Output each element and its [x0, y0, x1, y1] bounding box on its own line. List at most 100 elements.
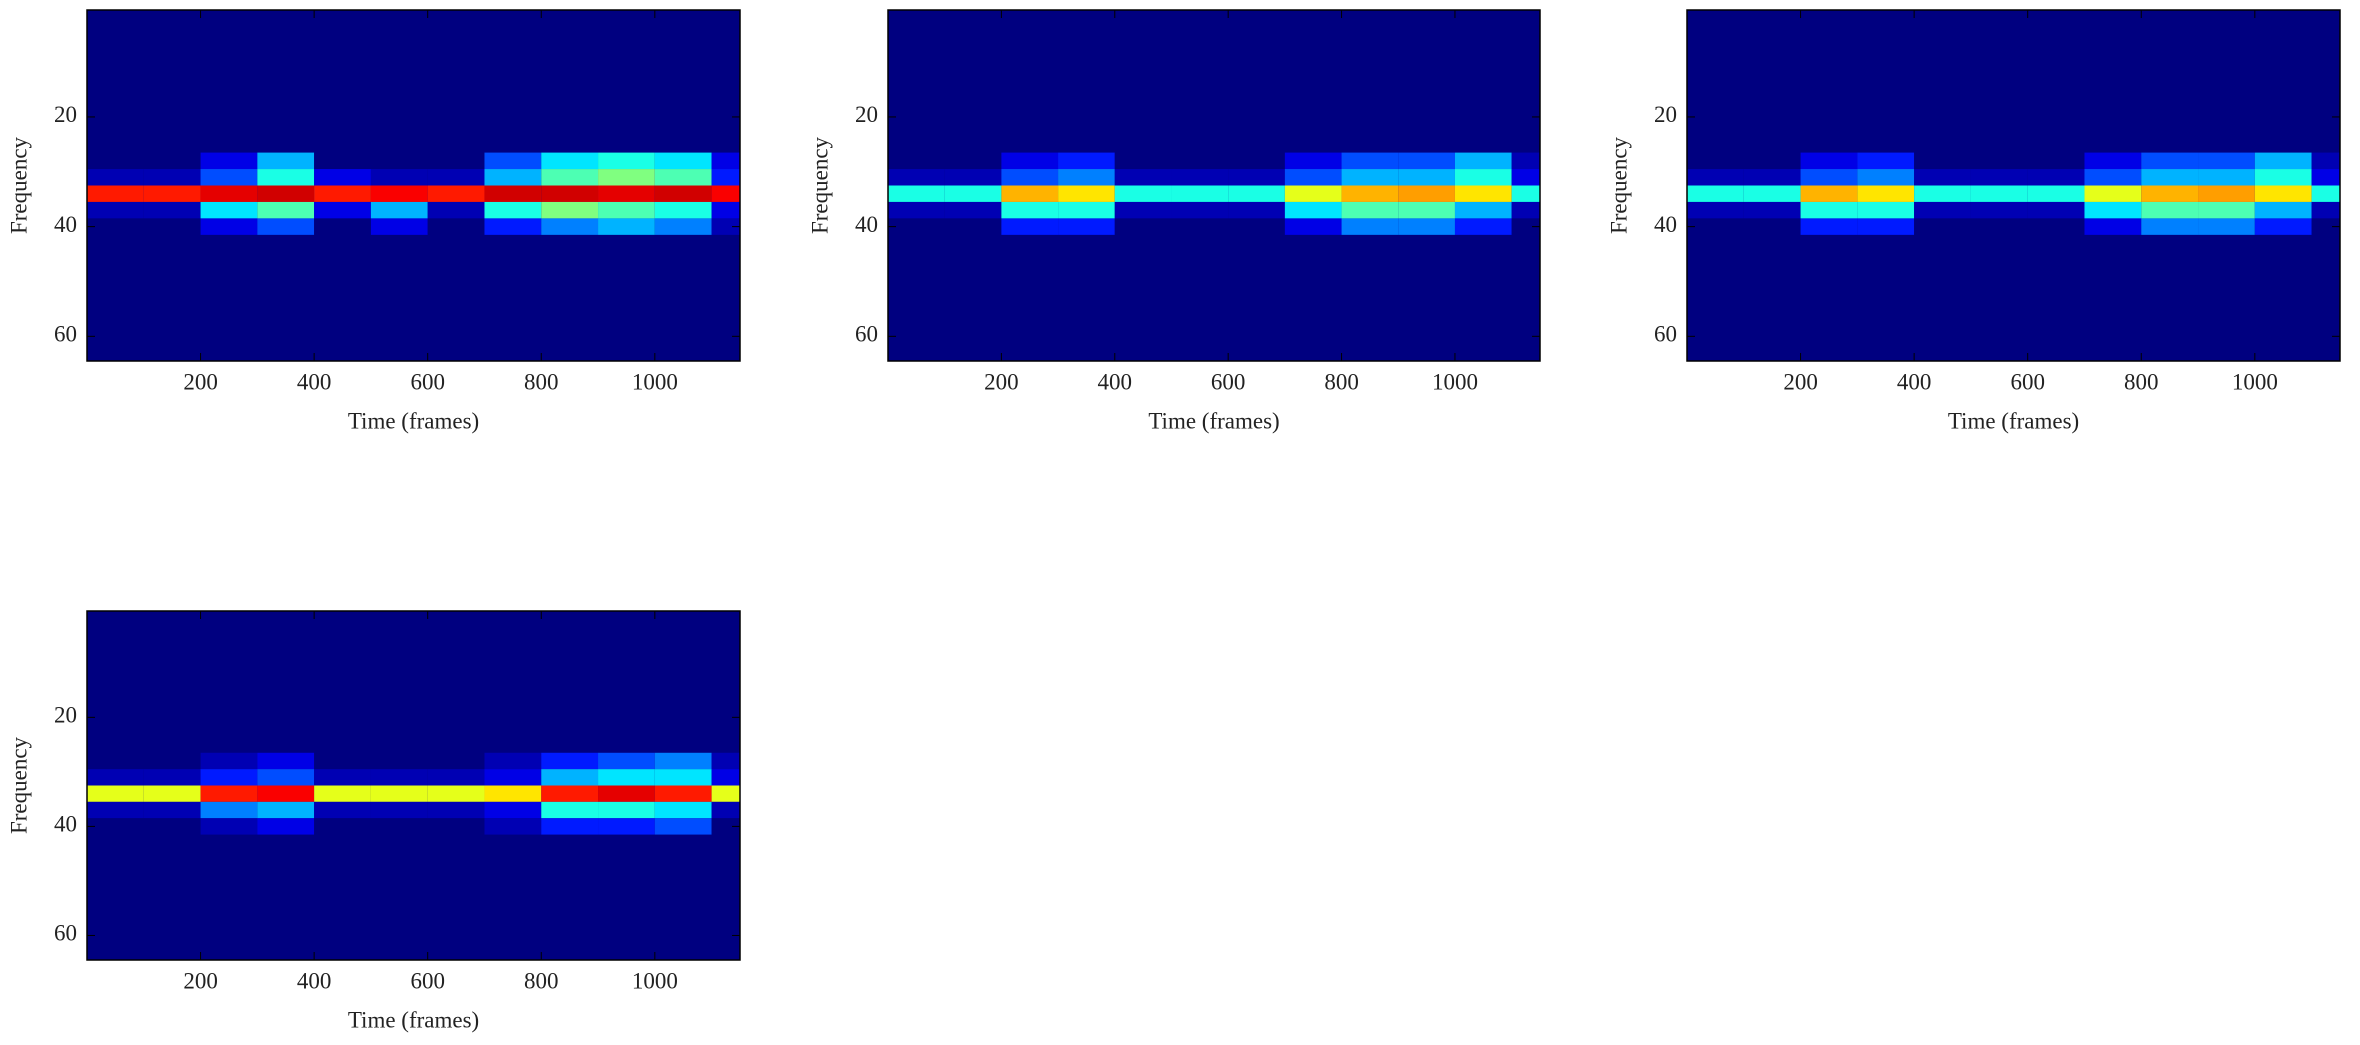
cell — [1058, 152, 1115, 170]
cell — [200, 785, 258, 802]
cell — [2027, 201, 2085, 219]
x-axis-title: Time (frames) — [348, 1007, 479, 1032]
cell — [541, 769, 599, 786]
cell — [888, 169, 945, 186]
x-tick-label: 1000 — [632, 369, 678, 394]
y-axis-title: Frequency — [807, 136, 832, 234]
cell — [1687, 152, 1744, 170]
cell — [711, 785, 740, 802]
cell — [2084, 218, 2142, 235]
cell — [1001, 185, 1059, 202]
cell — [888, 201, 945, 219]
cell — [598, 818, 655, 835]
cell — [87, 169, 144, 186]
cell — [654, 818, 712, 835]
cell — [87, 218, 144, 235]
cell — [598, 152, 655, 170]
x-tick-label: 600 — [410, 968, 445, 993]
cell — [2141, 201, 2199, 219]
cell — [2311, 185, 2340, 202]
cell — [484, 218, 542, 235]
cell — [1228, 169, 1285, 186]
cell — [87, 818, 144, 835]
cell — [711, 169, 740, 186]
x-axis-title: Time (frames) — [1148, 408, 1279, 433]
y-tick-label: 40 — [54, 812, 77, 837]
cell — [944, 218, 1002, 235]
cell — [314, 752, 371, 770]
x-tick-label: 600 — [1211, 369, 1246, 394]
cell — [370, 769, 428, 786]
cell — [2254, 218, 2312, 235]
panel: 200 400 600 800 1000 20 40 60 Time (frames) Frequ… — [6, 9, 741, 433]
cell — [654, 218, 712, 235]
cell — [257, 201, 315, 219]
cell — [711, 201, 740, 219]
x-tick-label: 1000 — [2232, 369, 2278, 394]
cell — [944, 152, 1002, 170]
cell — [484, 185, 542, 202]
cell — [314, 169, 371, 186]
cell — [1398, 169, 1455, 186]
x-tick-label: 800 — [524, 369, 559, 394]
cell — [1114, 185, 1172, 202]
cell — [427, 185, 485, 202]
cell — [598, 185, 655, 202]
cell — [87, 752, 144, 770]
cell — [484, 752, 542, 770]
cell — [484, 152, 542, 170]
cell — [370, 169, 428, 186]
cell — [944, 185, 1002, 202]
cell — [1687, 185, 1744, 202]
cell — [143, 201, 201, 219]
y-axis-title: Frequency — [1606, 136, 1631, 234]
cell — [1341, 185, 1399, 202]
cell — [1454, 185, 1512, 202]
cell — [2084, 169, 2142, 186]
cell — [654, 201, 712, 219]
cell — [2141, 152, 2199, 170]
x-tick-label: 400 — [297, 968, 332, 993]
cell — [541, 169, 599, 186]
cell — [1001, 218, 1059, 235]
cell — [888, 152, 945, 170]
cell — [2198, 169, 2255, 186]
cell — [200, 769, 258, 786]
cell — [2141, 169, 2199, 186]
cell — [200, 801, 258, 819]
cell — [314, 152, 371, 170]
cell — [944, 169, 1002, 186]
cell — [1284, 218, 1342, 235]
cell — [1970, 152, 2028, 170]
cell — [87, 185, 144, 202]
cell — [1341, 169, 1399, 186]
cell — [370, 152, 428, 170]
cell — [2027, 152, 2085, 170]
cell — [2254, 152, 2312, 170]
cell — [1058, 218, 1115, 235]
cell — [257, 785, 315, 802]
cell — [427, 201, 485, 219]
cell — [370, 818, 428, 835]
x-tick-label: 200 — [183, 968, 218, 993]
cell — [2198, 201, 2255, 219]
cell — [1341, 218, 1399, 235]
cell — [200, 185, 258, 202]
cell — [314, 769, 371, 786]
cell — [314, 185, 371, 202]
x-tick-label: 800 — [2124, 369, 2159, 394]
cell — [1857, 201, 1915, 219]
x-tick-label: 400 — [1897, 369, 1932, 394]
cell — [1114, 169, 1172, 186]
cell — [541, 785, 599, 802]
cell — [427, 801, 485, 819]
y-tick-label: 20 — [855, 102, 878, 127]
cell — [711, 218, 740, 235]
cell — [87, 785, 144, 802]
cell — [1228, 201, 1285, 219]
cell — [2141, 185, 2199, 202]
cell — [257, 801, 315, 819]
cell — [1800, 152, 1858, 170]
cell — [1687, 218, 1744, 235]
